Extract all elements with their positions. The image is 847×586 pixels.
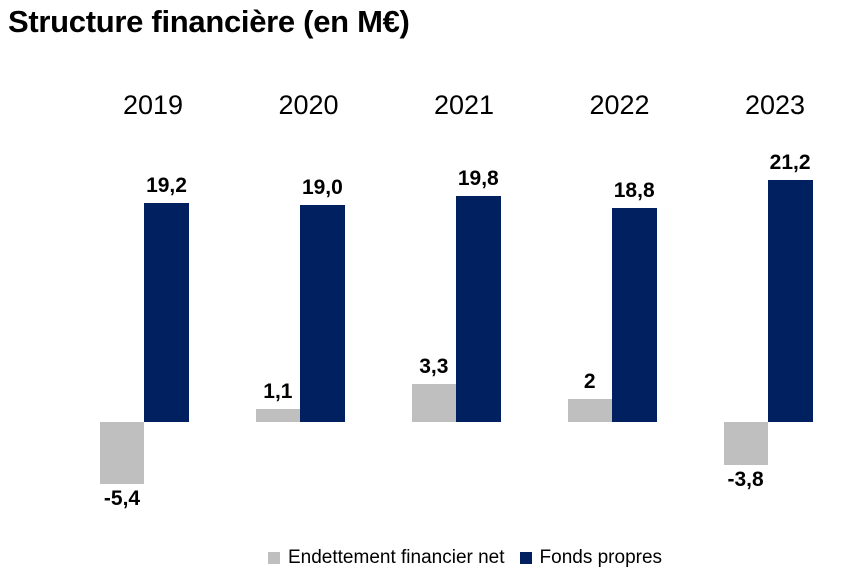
value-label-fonds-propres-2019: 19,2 [146, 174, 187, 197]
value-label-fonds-propres-2023: 21,2 [769, 151, 811, 174]
bar-endettement-financier-net-2019 [100, 422, 144, 484]
legend-item-fonds-propres: Fonds propres [519, 546, 663, 570]
value-label-endettement-financier-net-2023: -3,8 [727, 468, 764, 491]
legend-item-endettement-financier-net: Endettement financier net [268, 546, 505, 570]
legend-swatch-endettement-financier-net-icon [268, 552, 280, 564]
value-label-fonds-propres-2021: 19,8 [457, 167, 499, 190]
bar-fonds-propres-2021 [455, 196, 501, 422]
value-label-fonds-propres-2020: 19,0 [301, 176, 343, 199]
value-label-fonds-propres-2022: 18,8 [613, 179, 655, 202]
legend-label-endettement-financier-net: Endettement financier net [288, 547, 505, 568]
x-axis-label-2022: 2022 [589, 90, 650, 120]
x-axis-label-2020: 2020 [278, 90, 339, 120]
x-axis-label-2023: 2023 [744, 90, 806, 120]
bar-endettement-financier-net-2022 [567, 399, 612, 422]
legend: Endettement financier net Fonds propres [268, 546, 662, 570]
bar-fonds-propres-2019 [144, 203, 189, 422]
bar-fonds-propres-2020 [299, 205, 345, 422]
legend-swatch-fonds-propres-icon [519, 552, 532, 564]
bar-fonds-propres-2022 [611, 208, 657, 422]
chart-title: Structure financière (en M€) [8, 4, 410, 39]
value-label-endettement-financier-net-2022: 2 [583, 370, 596, 393]
legend-label-fonds-propres: Fonds propres [539, 547, 663, 568]
value-label-endettement-financier-net-2021: 3,3 [419, 355, 449, 378]
x-axis-label-2019: 2019 [122, 90, 184, 120]
value-label-endettement-financier-net-2019: -5,4 [103, 487, 141, 510]
value-label-endettement-financier-net-2020: 1,1 [263, 380, 293, 403]
x-axis-label-2021: 2021 [433, 90, 495, 120]
bar-fonds-propres-2023 [767, 180, 813, 422]
bar-endettement-financier-net-2023 [723, 422, 768, 465]
bar-endettement-financier-net-2020 [255, 409, 300, 422]
bar-endettement-financier-net-2021 [411, 384, 456, 422]
